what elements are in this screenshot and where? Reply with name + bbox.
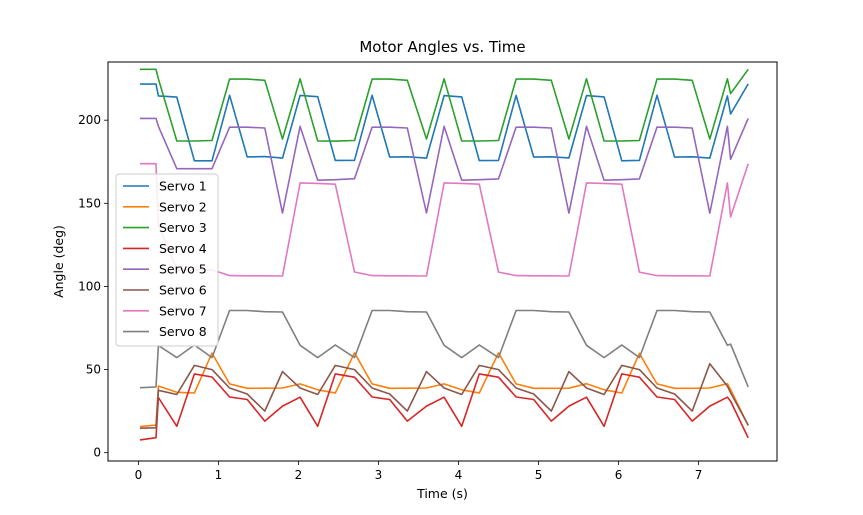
x-tick-label: 7	[695, 468, 703, 482]
legend-label: Servo 1	[159, 179, 207, 194]
y-axis: 0 50 100 150 200	[78, 113, 108, 460]
chart-title: Motor Angles vs. Time	[359, 38, 525, 56]
y-tick-label: 150	[78, 196, 101, 210]
series-line-3	[140, 68, 749, 142]
x-tick-label: 6	[615, 468, 623, 482]
x-tick-label: 4	[455, 468, 463, 482]
y-tick-label: 50	[86, 363, 101, 377]
plot-frame	[107, 61, 778, 462]
series-line-5	[140, 117, 749, 214]
legend-label: Servo 5	[159, 262, 207, 277]
series-line-4	[139, 373, 749, 441]
legend-box	[115, 173, 219, 347]
x-tick-label: 2	[295, 468, 303, 482]
series-line-2	[139, 351, 749, 428]
x-tick-label: 1	[215, 468, 223, 482]
y-axis-label: Angle (deg)	[51, 225, 66, 298]
legend-label: Servo 7	[159, 303, 207, 318]
series-line-7	[140, 162, 749, 277]
series-line-8	[139, 309, 749, 389]
y-tick-label: 200	[78, 113, 101, 127]
series-line-1	[140, 83, 749, 162]
x-tick-label: 5	[535, 468, 543, 482]
y-tick-label: 100	[78, 279, 101, 293]
legend: Servo 1 Servo 2 Servo 3 Servo 4 Servo 5 Servo…	[115, 173, 219, 347]
legend-label: Servo 4	[159, 241, 207, 256]
legend-label: Servo 6	[159, 283, 207, 298]
series-line-6	[139, 362, 749, 429]
x-axis: 0 1 2 3 4 5 6 7	[135, 461, 703, 482]
y-tick-label: 0	[93, 446, 101, 460]
x-tick-label: 0	[135, 468, 143, 482]
legend-label: Servo 3	[159, 220, 207, 235]
x-axis-label: Time (s)	[416, 486, 468, 501]
x-tick-label: 3	[375, 468, 383, 482]
legend-label: Servo 8	[159, 324, 207, 339]
legend-label: Servo 2	[159, 199, 207, 214]
plot-lines	[139, 68, 749, 441]
